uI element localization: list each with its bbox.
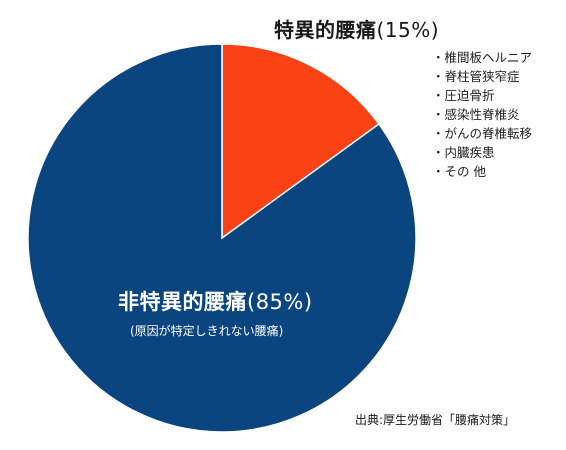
nonspecific-slice-label: 非特異的腰痛(85%) <box>118 286 313 316</box>
specific-slice-label: 特異的腰痛(15%) <box>274 14 439 43</box>
pie-slice-specific <box>221 43 380 240</box>
cause-item: ・圧迫骨折 <box>432 88 495 103</box>
pie-slice-nonspecific <box>27 43 417 433</box>
cause-item: ・脊柱管狭窄症 <box>432 69 520 84</box>
cause-item: ・椎間板ヘルニア <box>432 50 533 65</box>
source-citation: 出典:厚生労働省「腰痛対策」 <box>355 413 516 427</box>
cause-item: ・内臓疾患 <box>432 145 495 160</box>
nonspecific-note: (原因が特定しきれない腰痛) <box>130 324 284 338</box>
specific-slice-name: 特異的腰痛 <box>274 18 377 42</box>
cause-item: ・感染性脊椎炎 <box>432 107 520 122</box>
specific-slice-percent: (15%) <box>376 18 440 42</box>
cause-item: ・がんの脊椎転移 <box>432 126 533 141</box>
specific-causes-list: ・椎間板ヘルニア ・脊柱管狭窄症 ・圧迫骨折 ・感染性脊椎炎 ・がんの脊椎転移 … <box>432 48 532 181</box>
nonspecific-slice-percent: (85%) <box>247 290 313 314</box>
cause-item: ・その 他 <box>432 164 486 179</box>
nonspecific-slice-name: 非特異的腰痛 <box>118 290 247 314</box>
